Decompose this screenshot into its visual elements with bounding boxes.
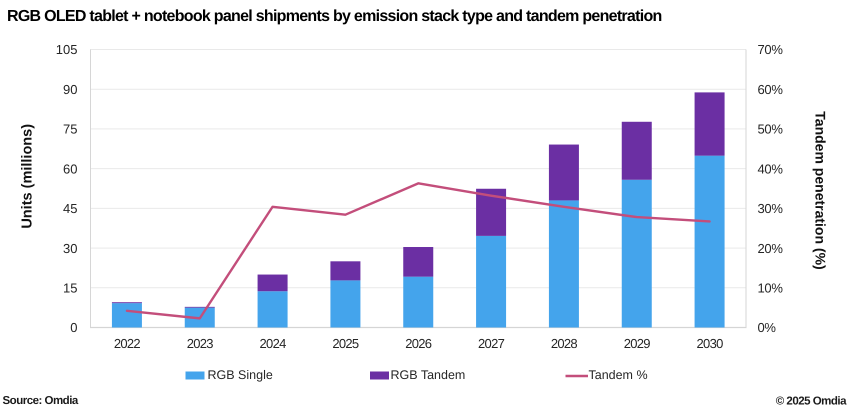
svg-text:90: 90 [63, 82, 77, 97]
svg-text:2028: 2028 [551, 336, 578, 351]
svg-text:Tandem penetration (%): Tandem penetration (%) [813, 111, 829, 269]
svg-text:30: 30 [63, 241, 77, 256]
svg-text:Source: Omdia: Source: Omdia [3, 395, 79, 407]
svg-text:2023: 2023 [187, 336, 214, 351]
svg-text:2029: 2029 [624, 336, 651, 351]
svg-text:60%: 60% [758, 82, 784, 97]
svg-text:© 2025 Omdia: © 2025 Omdia [776, 396, 847, 408]
svg-text:Units (millions): Units (millions) [20, 124, 36, 229]
svg-text:30%: 30% [758, 201, 784, 216]
svg-text:2025: 2025 [332, 336, 359, 351]
svg-text:20%: 20% [758, 241, 784, 256]
svg-text:0: 0 [70, 320, 77, 335]
svg-text:Tandem %: Tandem % [589, 368, 648, 382]
svg-text:45: 45 [63, 201, 77, 216]
svg-text:15: 15 [63, 280, 77, 295]
svg-text:0%: 0% [758, 320, 777, 335]
svg-text:2024: 2024 [260, 336, 287, 351]
svg-text:105: 105 [56, 42, 78, 57]
svg-text:50%: 50% [758, 122, 784, 137]
svg-text:RGB OLED tablet + notebook pan: RGB OLED tablet + notebook panel shipmen… [7, 8, 662, 25]
svg-text:2027: 2027 [478, 336, 505, 351]
svg-text:2030: 2030 [697, 336, 724, 351]
svg-text:RGB Single: RGB Single [208, 368, 273, 382]
svg-text:75: 75 [63, 122, 77, 137]
svg-text:40%: 40% [758, 161, 784, 176]
svg-text:2026: 2026 [405, 336, 432, 351]
svg-text:RGB Tandem: RGB Tandem [391, 368, 466, 382]
svg-text:10%: 10% [758, 280, 784, 295]
svg-text:70%: 70% [758, 42, 784, 57]
svg-text:2022: 2022 [114, 336, 141, 351]
svg-text:60: 60 [63, 161, 77, 176]
